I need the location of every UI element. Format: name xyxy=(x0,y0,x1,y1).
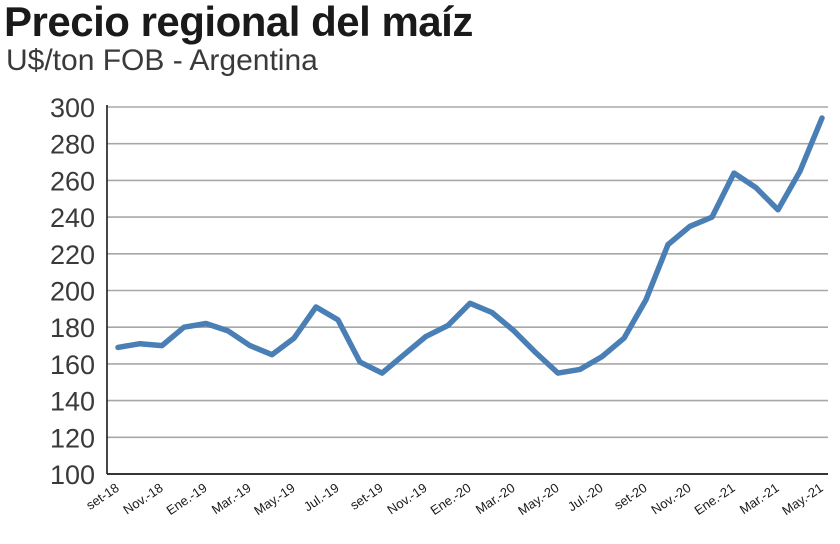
y-tick-label: 280 xyxy=(50,130,95,160)
x-tick-label: Ene.-20 xyxy=(428,480,474,518)
series-layer xyxy=(115,115,825,376)
y-tick-label: 180 xyxy=(50,313,95,343)
y-tick-label: 200 xyxy=(50,277,95,307)
y-tick-label: 260 xyxy=(50,166,95,196)
y-tick-label: 140 xyxy=(50,387,95,417)
y-tick-label: 220 xyxy=(50,240,95,270)
x-tick-label: Nov.-19 xyxy=(384,480,429,517)
x-tick-label: set-20 xyxy=(611,480,649,513)
chart-title: Precio regional del maíz xyxy=(4,0,473,45)
x-tick-label: Mar.-21 xyxy=(737,480,782,517)
x-tick-label: May.-19 xyxy=(251,480,298,518)
x-tick-label: Nov.-20 xyxy=(648,480,693,517)
axes xyxy=(106,105,828,475)
y-tick-label: 160 xyxy=(50,350,95,380)
x-tick-label: Ene.-19 xyxy=(164,480,210,518)
y-tick-label: 240 xyxy=(50,203,95,233)
y-axis-tick-labels: 100 120 140 160 180 200 220 240 260 280 300 xyxy=(50,93,95,490)
x-tick-label: May.-21 xyxy=(779,480,826,518)
x-tick-label: Nov.-18 xyxy=(120,480,165,517)
x-tick-label: Jul.-19 xyxy=(301,480,342,514)
x-tick-label: Mar.-20 xyxy=(473,480,518,517)
y-tick-label: 100 xyxy=(50,460,95,490)
x-tick-label: May.-20 xyxy=(515,480,562,518)
x-tick-label: Ene.-21 xyxy=(692,480,738,518)
x-tick-label: Mar.-19 xyxy=(209,480,254,517)
y-tick-label: 120 xyxy=(50,423,95,453)
x-tick-label: Jul.-20 xyxy=(565,480,606,514)
y-tick-label: 300 xyxy=(50,93,95,123)
chart-subtitle: U$/ton FOB - Argentina xyxy=(6,44,318,77)
series-line-0 xyxy=(115,115,825,376)
x-tick-label: set-19 xyxy=(347,480,385,513)
grid-lines xyxy=(107,106,828,439)
